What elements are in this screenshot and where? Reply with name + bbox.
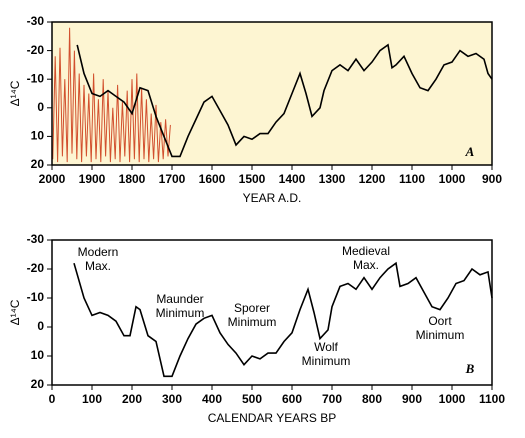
annotation-line: Modern	[78, 245, 119, 259]
plot-frame	[51, 21, 493, 166]
x-tick-label: 1700	[159, 172, 186, 186]
y-tick-label: -30	[27, 14, 45, 28]
annotation-line: Medieval	[342, 244, 390, 258]
plot-background	[52, 240, 492, 385]
x-tick-label: 800	[362, 392, 382, 406]
x-axis-title: YEAR A.D.	[243, 191, 302, 205]
y-tick-label: 0	[37, 100, 44, 114]
x-tick-label: 1500	[239, 172, 266, 186]
data-line	[73, 261, 493, 378]
y-tick-label: -20	[27, 261, 45, 275]
x-tick-label: 600	[282, 392, 302, 406]
y-tick-label: -20	[27, 43, 45, 57]
annotation-line: Minimum	[302, 354, 351, 368]
x-tick-label: 1900	[79, 172, 106, 186]
annotation-line: A	[465, 144, 475, 159]
y-tick-label: 10	[31, 129, 45, 143]
x-axis-title: CALENDAR YEARS BP	[208, 411, 337, 425]
data-line	[76, 43, 493, 158]
y-tick-label: 0	[37, 319, 44, 333]
x-tick-label: 500	[242, 392, 262, 406]
x-tick-label: 100	[82, 392, 102, 406]
annotation-line: Wolf	[314, 340, 338, 354]
annotation-line: B	[465, 361, 475, 376]
annotation: Maunder Minimum	[156, 292, 205, 320]
annotation-line: Minimum	[228, 315, 277, 329]
annotation-line: Oort	[428, 314, 452, 328]
y-axis-title: Δ¹⁴C	[8, 299, 22, 325]
x-tick-label: 1100	[479, 392, 505, 406]
annotation: A	[465, 144, 475, 159]
y-tick-label: -30	[27, 232, 45, 246]
annotation: B	[465, 361, 475, 376]
x-tick-label: 1300	[319, 172, 346, 186]
x-tick-label: 900	[402, 392, 422, 406]
annotation-line: Minimum	[156, 306, 205, 320]
annotation-line: Max.	[353, 258, 379, 272]
plot-frame	[51, 239, 493, 386]
x-tick-label: 1000	[439, 172, 466, 186]
annotation-line: Sporer	[234, 301, 270, 315]
annotation: Medieval Max.	[342, 244, 390, 272]
x-tick-label: 200	[122, 392, 142, 406]
y-tick-label: 20	[31, 157, 45, 171]
x-tick-label: 1100	[399, 172, 425, 186]
x-tick-label: 1800	[119, 172, 146, 186]
annotation-line: Max.	[85, 259, 111, 273]
x-tick-label: 300	[162, 392, 182, 406]
x-tick-label: 0	[49, 392, 56, 406]
x-tick-label: 1600	[199, 172, 226, 186]
annotation-line: Minimum	[416, 328, 465, 342]
y-tick-label: 10	[31, 348, 45, 362]
y-axis-title: Δ¹⁴C	[8, 80, 22, 106]
y-tick-label: -10	[27, 71, 45, 85]
data-line	[52, 27, 171, 163]
annotation: Sporer Minimum	[228, 301, 277, 329]
x-tick-label: 1400	[279, 172, 306, 186]
annotation: Modern Max.	[78, 245, 119, 273]
y-tick-label: -10	[27, 290, 45, 304]
x-tick-label: 400	[202, 392, 222, 406]
x-tick-label: 2000	[39, 172, 66, 186]
x-tick-label: 700	[322, 392, 342, 406]
annotation: Oort Minimum	[416, 314, 465, 342]
y-tick-label: 20	[31, 377, 45, 391]
x-tick-label: 900	[482, 172, 502, 186]
annotation: Wolf Minimum	[302, 340, 351, 368]
annotation-line: Maunder	[156, 292, 203, 306]
x-tick-label: 1000	[439, 392, 466, 406]
x-tick-label: 1200	[359, 172, 386, 186]
